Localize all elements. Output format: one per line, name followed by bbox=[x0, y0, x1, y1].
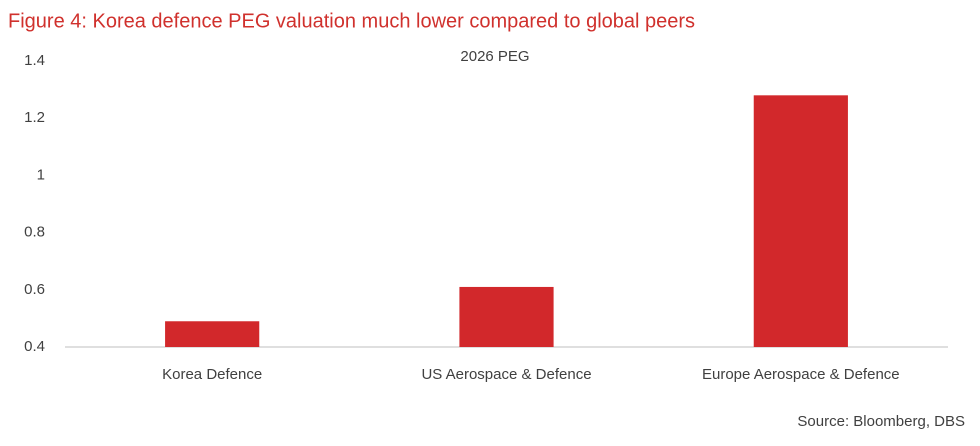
chart-subtitle: 2026 PEG bbox=[460, 48, 529, 65]
y-tick-label: 0.6 bbox=[24, 281, 45, 298]
x-tick-label: Europe Aerospace & Defence bbox=[702, 366, 900, 383]
y-tick-label: 1.4 bbox=[24, 52, 45, 69]
x-tick-label: US Aerospace & Defence bbox=[421, 366, 591, 383]
y-tick-label: 1 bbox=[37, 166, 45, 183]
y-tick-label: 1.2 bbox=[24, 109, 45, 126]
bar bbox=[753, 95, 848, 347]
x-tick-label: Korea Defence bbox=[162, 366, 262, 383]
y-tick-label: 0.8 bbox=[24, 224, 45, 241]
chart-title: Figure 4: Korea defence PEG valuation mu… bbox=[8, 10, 695, 32]
bar bbox=[459, 286, 554, 347]
y-tick-label: 0.4 bbox=[24, 338, 45, 355]
source-note: Source: Bloomberg, DBS bbox=[797, 413, 965, 430]
bar bbox=[165, 321, 260, 347]
